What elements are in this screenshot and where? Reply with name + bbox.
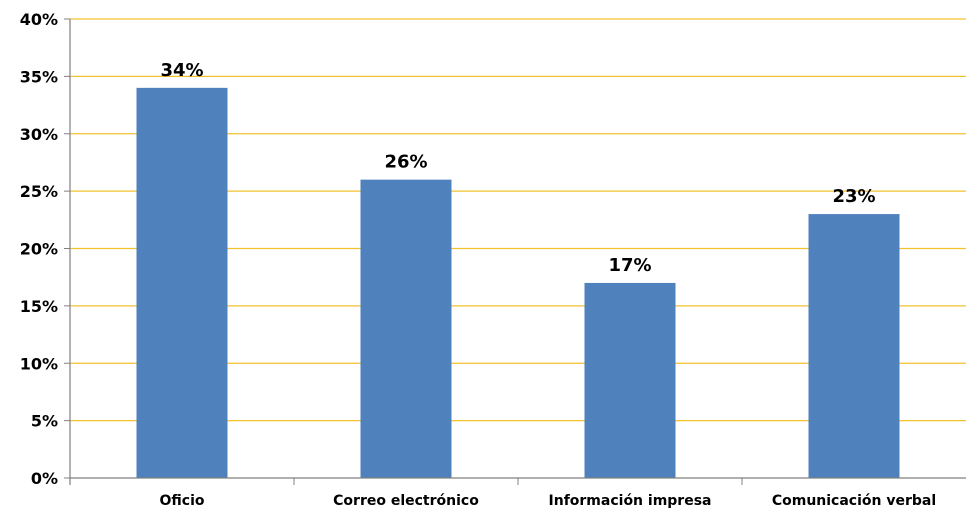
y-tick-label: 10% bbox=[20, 354, 58, 373]
y-tick-label: 20% bbox=[20, 240, 58, 259]
data-label: 23% bbox=[832, 186, 875, 207]
data-label: 17% bbox=[608, 255, 651, 276]
bars bbox=[136, 87, 900, 478]
x-category-label: Información impresa bbox=[549, 493, 712, 509]
y-tick-label: 25% bbox=[20, 182, 58, 201]
y-tick-label: 40% bbox=[20, 10, 58, 29]
data-labels: 34% 26% 17% 23% bbox=[160, 60, 875, 276]
data-label: 34% bbox=[160, 60, 203, 81]
y-axis-ticks: 0% 5% 10% 15% 20% 25% 30% 35% 40% bbox=[20, 10, 70, 488]
y-tick-label: 15% bbox=[20, 297, 58, 316]
bar bbox=[584, 282, 676, 478]
y-tick-label: 5% bbox=[31, 412, 58, 431]
bar bbox=[360, 179, 452, 478]
y-tick-label: 0% bbox=[31, 469, 58, 488]
x-category-label: Correo electrónico bbox=[333, 493, 479, 509]
x-axis-labels: Oficio Correo electrónico Información impr… bbox=[160, 478, 936, 509]
y-tick-label: 35% bbox=[20, 67, 58, 86]
bar bbox=[808, 214, 900, 478]
x-category-label: Oficio bbox=[160, 493, 205, 509]
y-tick-label: 30% bbox=[20, 125, 58, 144]
data-label: 26% bbox=[384, 152, 427, 173]
bar bbox=[136, 87, 228, 478]
x-category-label: Comunicación verbal bbox=[772, 493, 936, 509]
